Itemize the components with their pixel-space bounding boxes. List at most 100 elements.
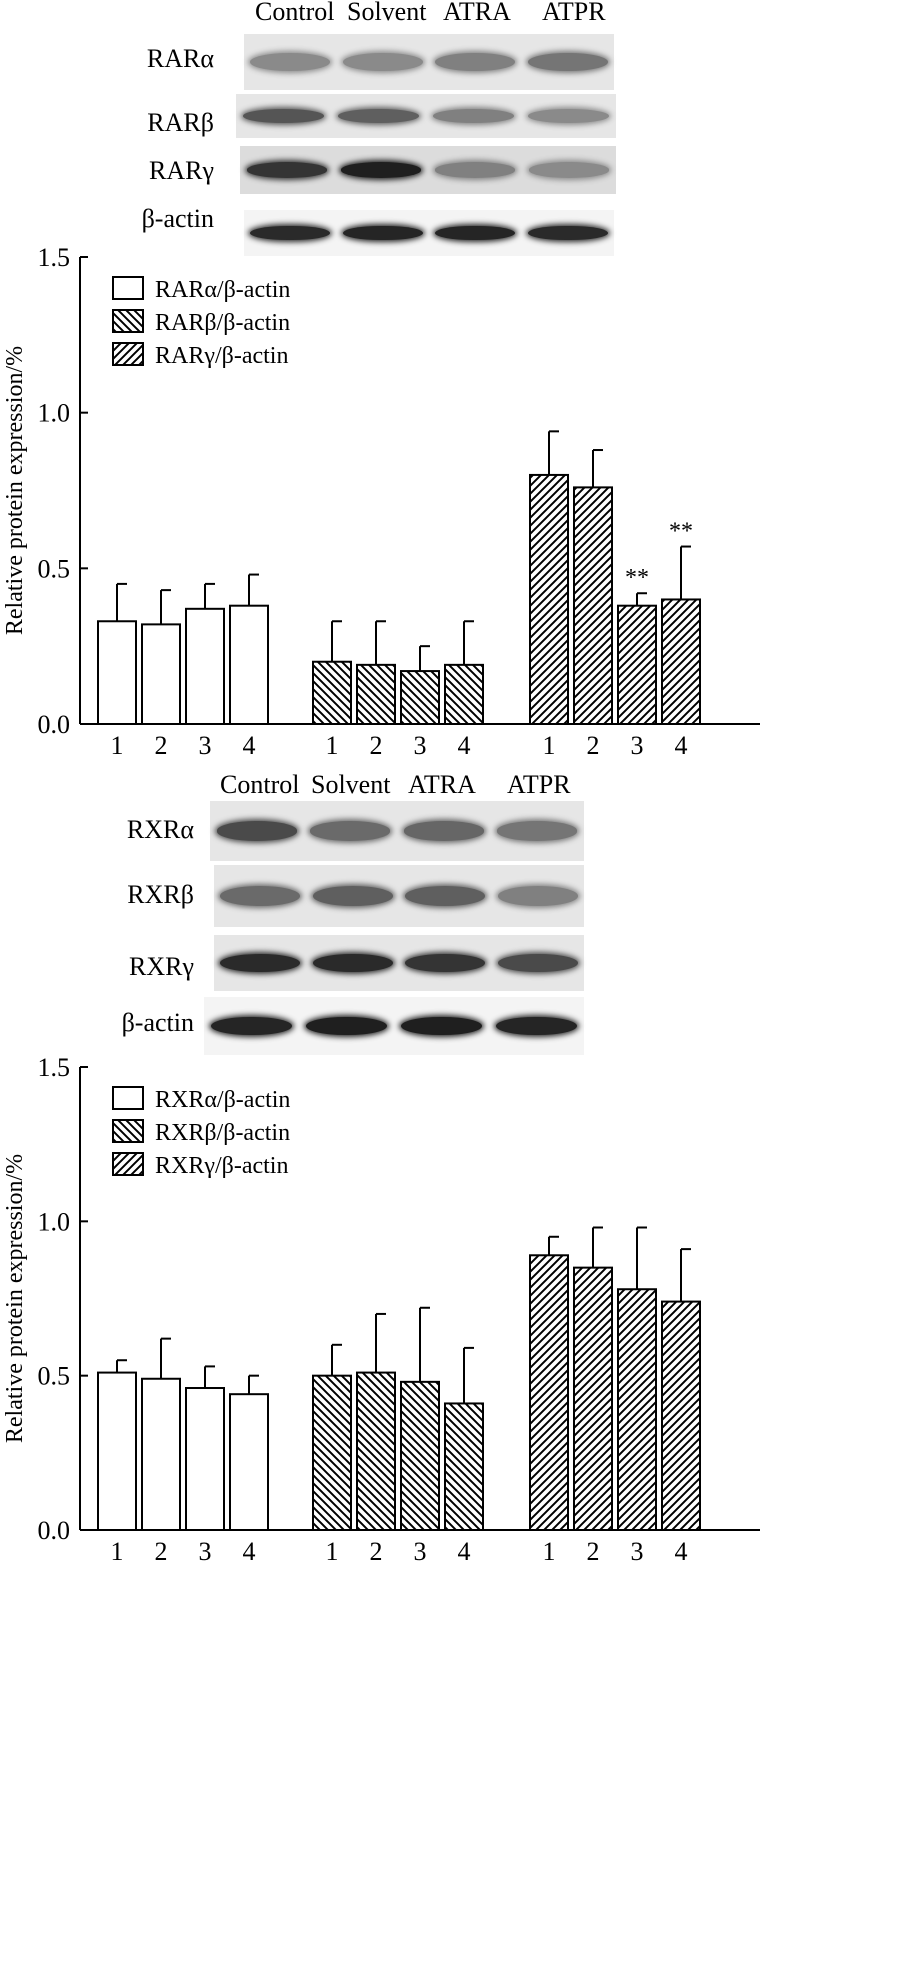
x-tick-label: 1 (543, 1537, 556, 1566)
row-label-rar-alpha: RARα (146, 44, 214, 73)
legend-label: RARβ/β-actin (155, 310, 290, 336)
bar (661, 598, 701, 726)
bar (617, 1288, 657, 1531)
legend-swatch (112, 1086, 144, 1110)
bar (444, 663, 484, 726)
bar (400, 670, 440, 725)
x-tick-label: 4 (243, 1537, 256, 1566)
significance-mark: ** (669, 519, 693, 545)
row-label-rar-actin: β-actin (141, 204, 214, 233)
legend-swatch (112, 342, 144, 366)
y-axis-label: Relative protein expression/% (2, 346, 28, 635)
x-tick-label: 1 (326, 1537, 339, 1566)
blot-band (220, 886, 301, 906)
x-tick-label: 2 (155, 1537, 168, 1566)
blot-band (250, 53, 331, 71)
blot-band (527, 53, 608, 71)
blot-band (497, 886, 578, 906)
x-tick-label: 3 (199, 731, 212, 760)
legend-swatch (112, 276, 144, 300)
bar (229, 1393, 269, 1532)
bar (661, 1300, 701, 1531)
x-tick-label: 3 (631, 1537, 644, 1566)
bar (97, 620, 137, 726)
y-tick-label: 0.5 (38, 554, 71, 583)
blot-band (432, 108, 515, 124)
blot-band (210, 1016, 293, 1036)
row-label-rxr-alpha: RXRα (126, 815, 194, 844)
x-tick-label: 3 (631, 731, 644, 760)
lane-label-atra-2: ATRA (408, 770, 476, 799)
bar-chart-rar: 0.0 0.5 1.0 1.5 Relative protein expression/… (2, 243, 760, 760)
legend-swatch (112, 1152, 144, 1176)
x-tick-label: 4 (675, 731, 688, 760)
blot-strip-rar-gamma (240, 146, 616, 194)
blot-band (527, 225, 608, 241)
blot-band (216, 821, 297, 841)
lane-label-control-2: Control (220, 770, 300, 799)
row-label-rxr-actin: β-actin (121, 1008, 194, 1037)
x-tick-label: 1 (111, 731, 124, 760)
x-tick-label: 2 (155, 731, 168, 760)
y-tick-label: 0.0 (38, 710, 71, 739)
blot-band (405, 886, 486, 906)
y-tick-label: 1.5 (38, 1053, 71, 1082)
x-tick-label: 2 (370, 1537, 383, 1566)
blot-band (495, 1016, 578, 1036)
x-tick-label: 3 (199, 1537, 212, 1566)
blot-band (246, 162, 328, 178)
blot-band (497, 954, 578, 972)
blot-band (527, 108, 610, 124)
bar (141, 1377, 181, 1531)
x-tick-label: 4 (243, 731, 256, 760)
row-label-rxr-gamma: RXRγ (129, 952, 194, 981)
x-tick-label: 1 (111, 1537, 124, 1566)
bar (444, 1402, 484, 1531)
blot-strip-rxr-beta (214, 865, 584, 927)
blot-band (312, 886, 393, 906)
blot-strip-rar-alpha (244, 34, 614, 90)
bar (573, 486, 613, 725)
lane-label-atpr-2: ATPR (507, 770, 571, 799)
significance-mark: ** (625, 565, 649, 591)
blot-band (497, 821, 578, 841)
x-tick-label: 2 (370, 731, 383, 760)
legend-swatch (112, 1119, 144, 1143)
blot-strip-rar-beta (236, 94, 616, 138)
y-axis-label: Relative protein expression/% (2, 1154, 28, 1443)
blot-band (242, 108, 325, 124)
legend-label: RXRγ/β-actin (155, 1153, 288, 1179)
y-tick-label: 1.0 (38, 1207, 71, 1236)
lane-label-solvent: Solvent (347, 0, 427, 26)
legend-label: RARγ/β-actin (155, 343, 288, 369)
blot-band (405, 954, 486, 972)
bar (185, 1387, 225, 1531)
bar (185, 607, 225, 726)
blot-panel-rar: Control Solvent ATRA ATPR RARα RARβ RARγ… (0, 0, 919, 262)
row-label-rar-beta: RARβ (147, 108, 214, 137)
blot-strip-rxr-alpha (210, 801, 584, 861)
blot-band (403, 821, 484, 841)
y-tick-label: 0.0 (38, 1516, 71, 1545)
x-tick-label: 3 (414, 731, 427, 760)
lane-label-atra: ATRA (443, 0, 511, 26)
blot-strip-rxr-gamma (214, 935, 584, 991)
blot-band (305, 1016, 388, 1036)
lane-label-atpr: ATPR (542, 0, 606, 26)
legend-label: RARα/β-actin (155, 277, 290, 303)
lane-label-control: Control (255, 0, 335, 26)
lane-label-solvent-2: Solvent (311, 770, 391, 799)
blot-band (435, 53, 516, 71)
y-tick-label: 0.5 (38, 1362, 71, 1391)
bar (529, 473, 569, 725)
blot-strip-rar-actin (244, 210, 614, 256)
y-tick-label: 1.5 (38, 243, 71, 272)
blot-band (435, 225, 516, 241)
bar (312, 660, 352, 726)
blot-strip-rxr-actin (204, 997, 584, 1055)
bar (400, 1380, 440, 1531)
blot-band (220, 954, 301, 972)
blot-band (312, 954, 393, 972)
bar (356, 1371, 396, 1531)
blot-band (310, 821, 391, 841)
